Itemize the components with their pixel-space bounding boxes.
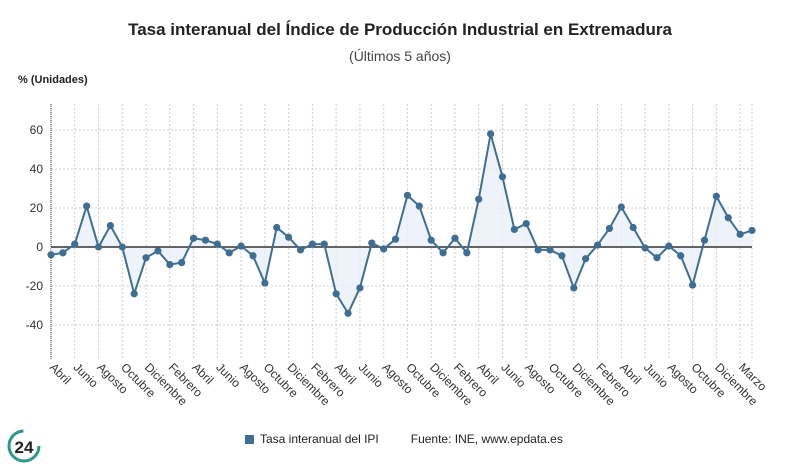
data-point xyxy=(154,247,162,255)
data-point xyxy=(332,290,340,298)
data-point xyxy=(296,246,305,254)
logo-24-icon: 24 xyxy=(7,429,41,463)
data-point xyxy=(130,290,138,298)
y-tick-label: 0 xyxy=(36,240,43,254)
data-point xyxy=(498,173,507,181)
data-point xyxy=(487,130,495,138)
data-point xyxy=(712,192,720,200)
data-point xyxy=(106,221,115,230)
data-point xyxy=(237,242,245,250)
data-point xyxy=(178,259,186,267)
data-point xyxy=(189,234,198,242)
y-tick-label: -40 xyxy=(26,318,44,332)
data-point xyxy=(558,252,566,260)
data-point xyxy=(677,252,685,260)
source-text: Fuente: INE, www.epdata.es xyxy=(410,432,563,446)
y-tick-label: -20 xyxy=(26,279,44,293)
data-point xyxy=(391,235,400,243)
data-point xyxy=(118,243,126,251)
data-point xyxy=(700,236,709,244)
data-point xyxy=(285,233,293,241)
y-axis-label: % (Unidades) xyxy=(18,74,88,86)
x-tick-label: Junio xyxy=(498,360,528,390)
chart-title: Tasa interanual del Índice de Producción… xyxy=(128,20,672,39)
data-point xyxy=(510,225,518,234)
data-point xyxy=(653,254,661,262)
data-point xyxy=(356,284,364,292)
data-point xyxy=(736,230,744,238)
data-point xyxy=(201,236,210,244)
legend: Tasa interanual del IPI Fuente: INE, www… xyxy=(245,432,563,446)
data-point xyxy=(142,254,150,262)
x-tick-label: Junio xyxy=(213,360,243,390)
data-point xyxy=(47,251,55,259)
legend-label: Tasa interanual del IPI xyxy=(260,432,379,446)
data-point xyxy=(665,242,673,250)
legend-swatch xyxy=(245,434,254,444)
data-point xyxy=(225,249,233,257)
data-point xyxy=(59,249,67,257)
data-point xyxy=(641,244,649,252)
chart-svg: -40-200204060AbrilJunioAgostoOctubreDici… xyxy=(26,104,770,409)
data-point xyxy=(94,243,103,251)
data-point xyxy=(522,220,530,228)
data-point xyxy=(213,240,221,248)
data-point xyxy=(403,191,412,199)
data-point xyxy=(475,195,483,203)
data-point xyxy=(582,255,590,263)
data-point xyxy=(605,224,614,233)
data-point xyxy=(451,234,459,242)
data-point xyxy=(748,226,756,235)
data-point xyxy=(463,249,471,257)
data-point xyxy=(261,279,269,287)
data-point xyxy=(368,239,376,247)
data-point xyxy=(688,281,697,289)
y-tick-label: 20 xyxy=(30,201,44,215)
data-point xyxy=(166,260,174,269)
data-point xyxy=(439,249,447,257)
data-point xyxy=(415,202,423,210)
data-point xyxy=(570,284,578,292)
data-point xyxy=(593,241,602,249)
data-point xyxy=(273,223,281,232)
data-point xyxy=(308,240,316,248)
data-point xyxy=(344,309,352,317)
data-point xyxy=(534,246,542,254)
data-point xyxy=(83,202,91,210)
data-point xyxy=(724,214,732,222)
data-point xyxy=(320,240,328,248)
area-fill xyxy=(51,133,752,314)
y-tick-label: 60 xyxy=(30,123,44,137)
x-tick-label: Junio xyxy=(71,360,101,390)
data-point xyxy=(629,223,637,232)
data-point xyxy=(427,236,435,244)
data-point xyxy=(380,245,388,253)
chart-subtitle: (Últimos 5 años) xyxy=(349,48,451,64)
svg-text:24: 24 xyxy=(15,438,34,457)
x-tick-label: Junio xyxy=(356,360,386,390)
data-point xyxy=(546,246,554,254)
data-point xyxy=(71,240,79,248)
y-tick-label: 40 xyxy=(30,162,44,176)
x-tick-label: Junio xyxy=(641,360,671,390)
data-point xyxy=(249,252,257,260)
x-tick-label: Abril xyxy=(47,360,74,387)
data-point xyxy=(617,203,625,211)
